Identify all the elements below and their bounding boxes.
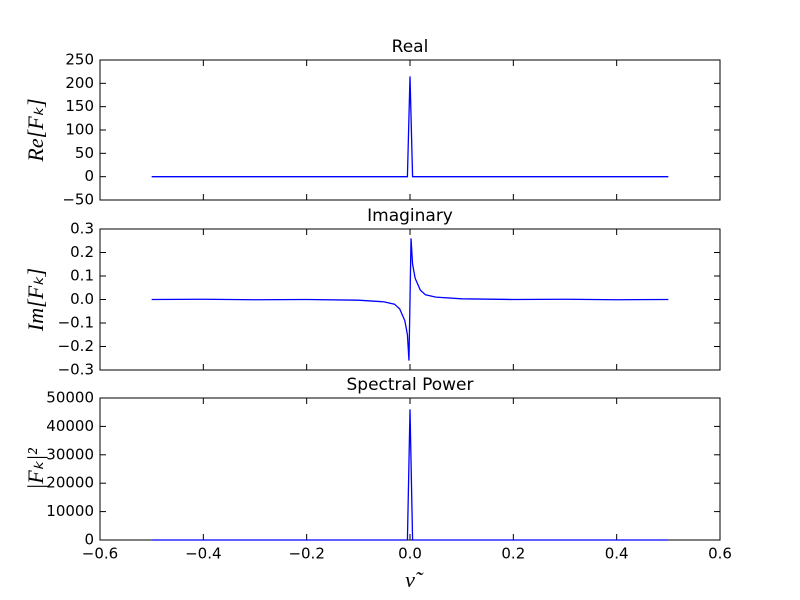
y-tick-label: 0.1: [70, 267, 94, 285]
y-tick-label: 50: [75, 144, 94, 162]
y-tick-label: 50000: [46, 389, 94, 407]
x-tick-label: 0.4: [605, 545, 629, 563]
y-tick-label: 40000: [46, 417, 94, 435]
x-tick-label: −0.6: [82, 545, 118, 563]
y-tick-label: 0.2: [70, 243, 94, 261]
y-tick-label: 10000: [46, 502, 94, 520]
y-axis-label: Im[Fₖ]: [23, 268, 48, 332]
y-tick-label: 150: [65, 97, 94, 115]
data-line: [151, 76, 669, 178]
y-axis-label: Re[Fₖ]: [23, 98, 48, 162]
x-tick-label: −0.2: [288, 545, 324, 563]
y-tick-label: 0.0: [70, 290, 94, 308]
y-axis-label: |Fₖ|²: [23, 448, 48, 490]
x-tick-label: 0.0: [398, 545, 422, 563]
y-tick-label: −0.3: [58, 361, 94, 379]
y-tick-label: 0: [84, 167, 94, 185]
data-line: [151, 409, 669, 541]
y-tick-label: −0.2: [58, 337, 94, 355]
y-tick-label: 100: [65, 121, 94, 139]
y-tick-label: −50: [62, 191, 94, 209]
y-tick-label: 250: [65, 51, 94, 69]
y-tick-label: 30000: [46, 445, 94, 463]
x-tick-label: 0.6: [708, 545, 732, 563]
x-tick-label: −0.4: [185, 545, 221, 563]
y-tick-label: 200: [65, 74, 94, 92]
y-tick-label: 20000: [46, 474, 94, 492]
y-tick-label: 0: [84, 531, 94, 549]
subplot-title: Real: [392, 37, 429, 57]
x-axis-label: ν̃: [405, 567, 424, 592]
y-tick-label: −0.1: [58, 314, 94, 332]
data-line: [151, 238, 669, 361]
x-tick-label: 0.2: [501, 545, 525, 563]
subplot-title: Spectral Power: [347, 375, 474, 395]
y-tick-label: 0.3: [70, 220, 94, 238]
subplot-title: Imaginary: [367, 206, 453, 226]
